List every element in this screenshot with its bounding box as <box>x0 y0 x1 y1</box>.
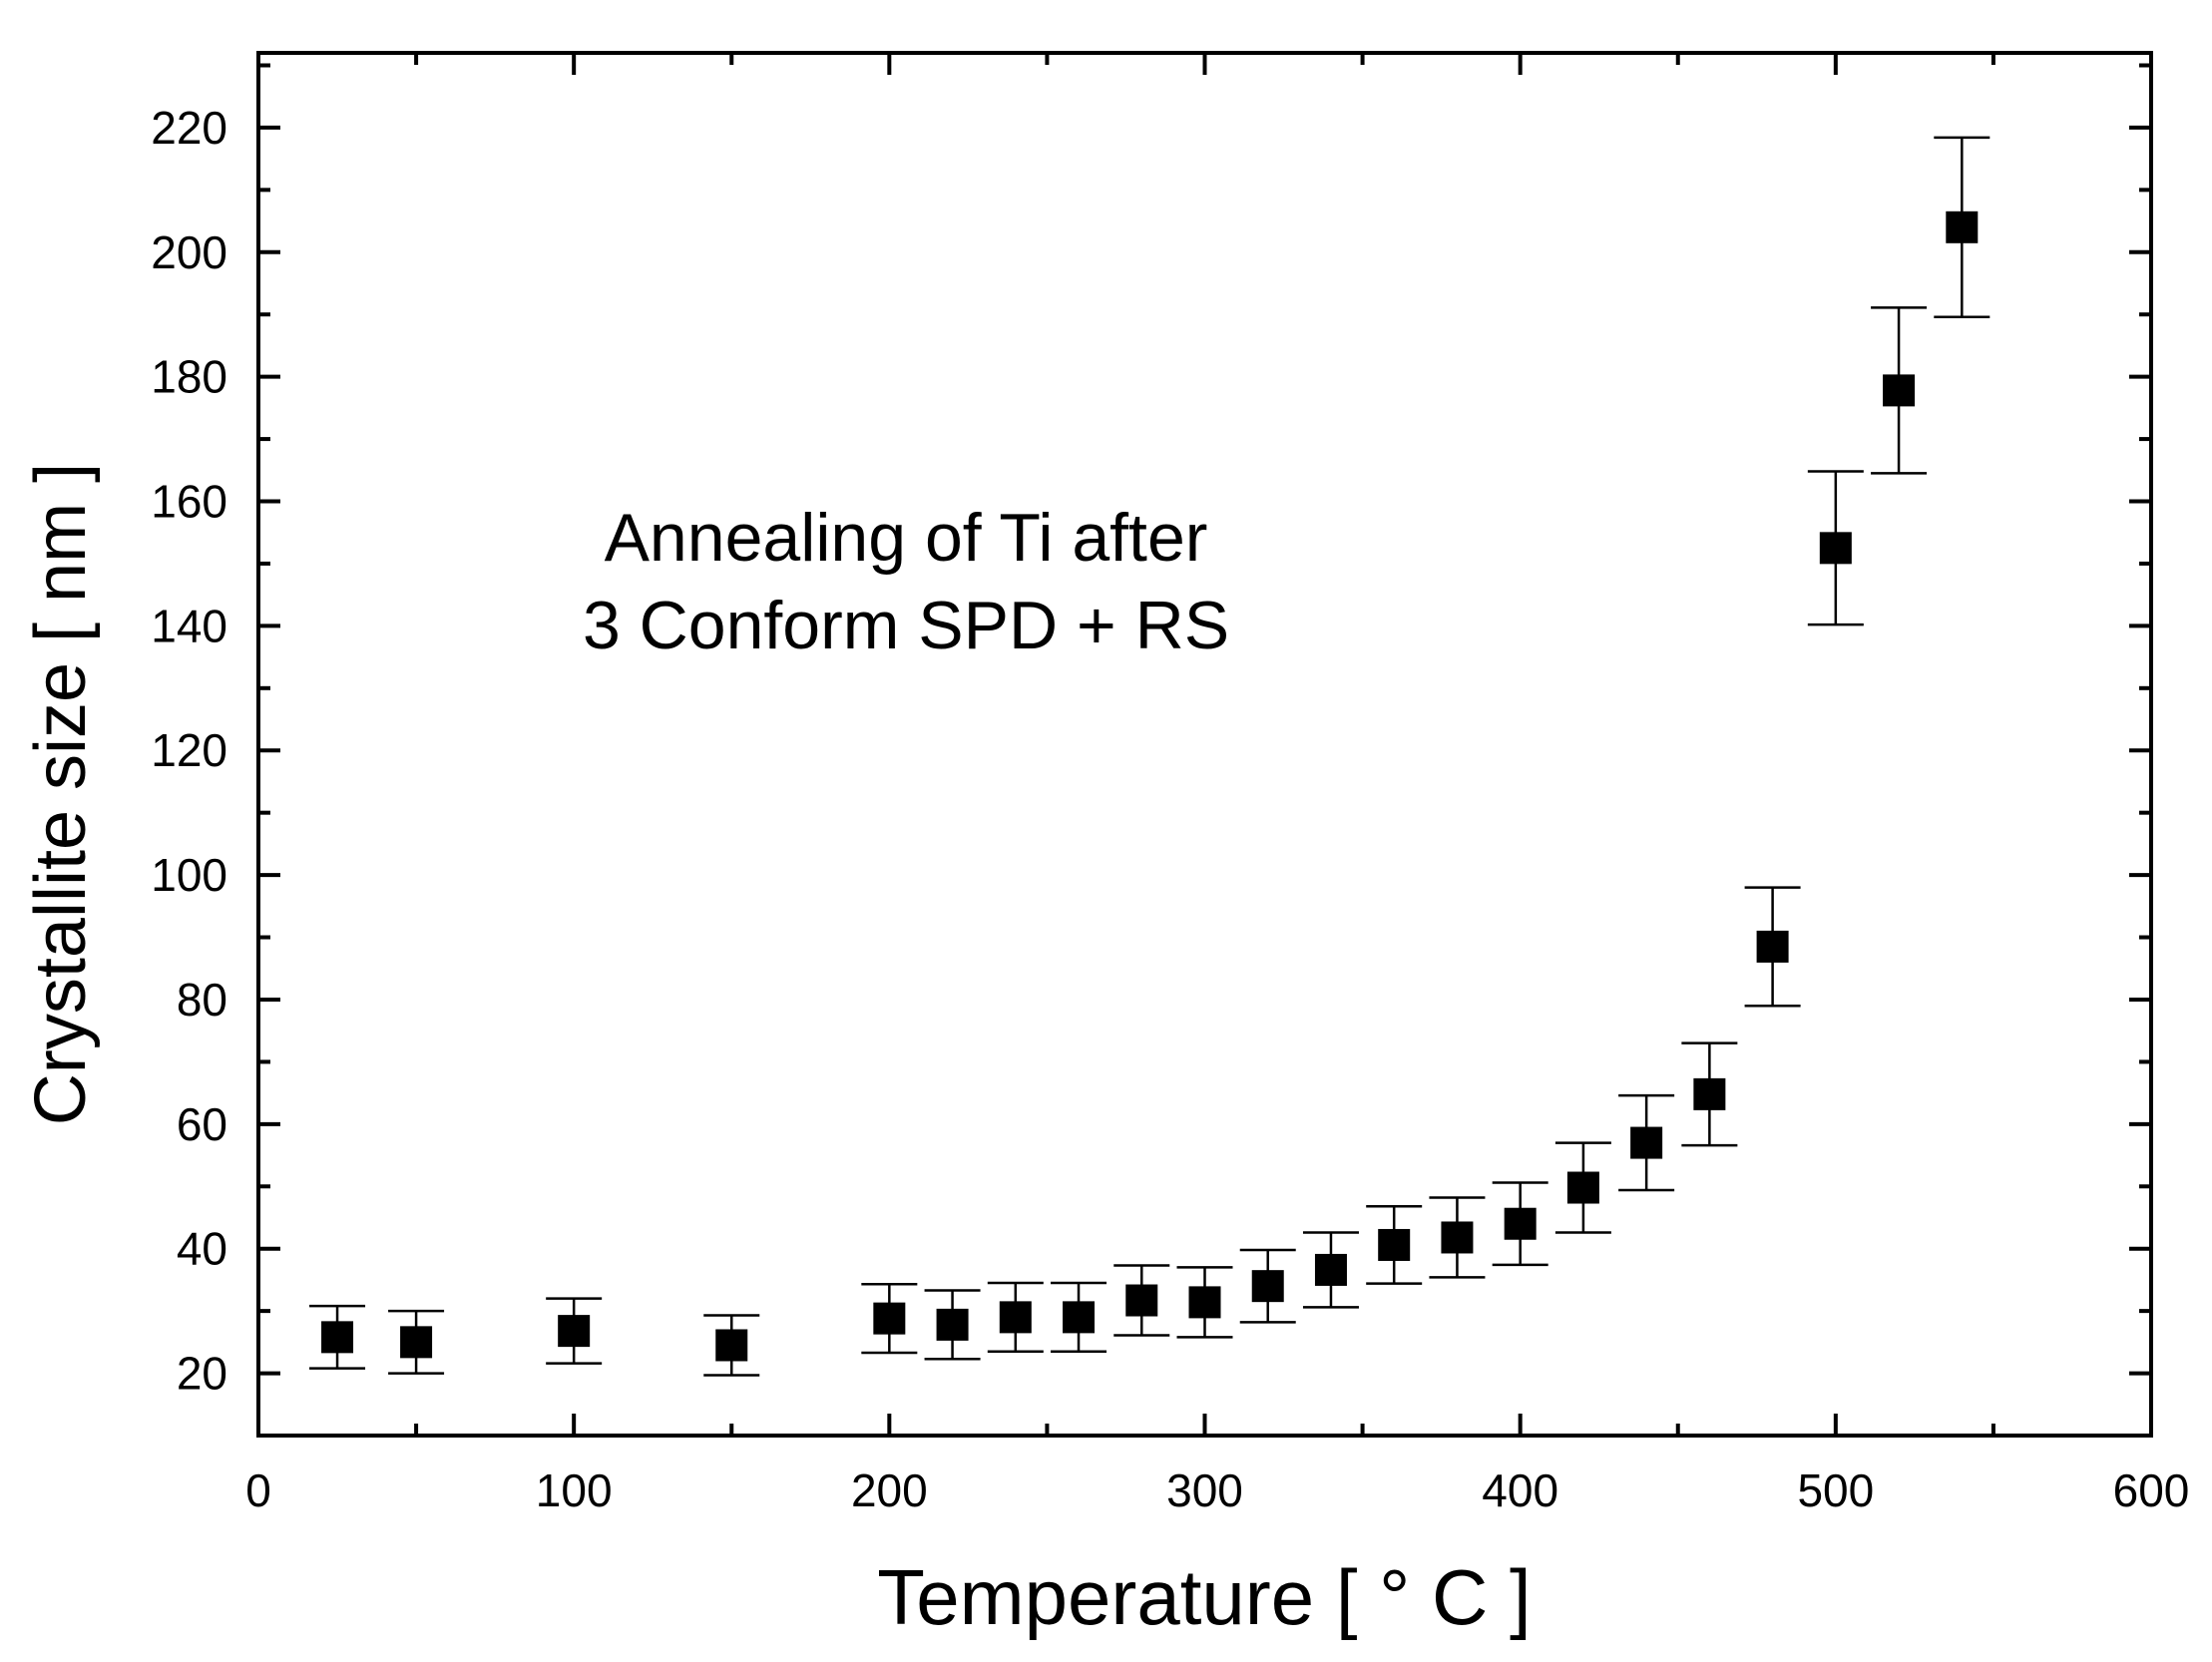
square-marker <box>1946 210 1979 243</box>
x-tick-label: 0 <box>245 1464 271 1516</box>
data-series <box>309 136 1991 1377</box>
data-point <box>861 1283 918 1355</box>
y-tick-label: 120 <box>151 724 227 776</box>
square-marker <box>1504 1207 1537 1240</box>
x-tick-label: 400 <box>1482 1464 1558 1516</box>
y-tick-label: 200 <box>151 226 227 278</box>
x-axis-tick-labels: 0 100 200 300 400 500 600 <box>245 1464 2189 1516</box>
square-marker <box>1441 1221 1474 1254</box>
plot-frame <box>256 51 2153 1438</box>
x-tick-label: 300 <box>1166 1464 1243 1516</box>
square-marker <box>1756 930 1789 963</box>
y-axis-label: Crystallite size [ nm ] <box>21 463 101 1125</box>
data-point <box>1429 1196 1486 1279</box>
y-axis-tick-labels: 20 40 60 80 100 120 140 160 180 200 220 <box>151 102 227 1400</box>
data-point <box>1934 136 1991 318</box>
square-marker <box>873 1302 906 1335</box>
annotation-line-2: 3 Conform SPD + RS <box>583 588 1229 663</box>
y-tick-label: 100 <box>151 849 227 901</box>
square-marker <box>1566 1171 1599 1204</box>
data-point <box>1239 1248 1296 1324</box>
y-axis-ticks <box>258 63 2151 1438</box>
square-marker <box>1188 1286 1221 1319</box>
data-point <box>1113 1264 1170 1337</box>
square-marker <box>1819 532 1852 565</box>
square-marker <box>1251 1270 1284 1303</box>
y-tick-label: 60 <box>177 1098 227 1150</box>
square-marker <box>1314 1253 1347 1286</box>
data-point <box>546 1297 603 1365</box>
data-point <box>1744 886 1801 1008</box>
square-marker <box>321 1321 354 1354</box>
data-point <box>388 1309 445 1375</box>
data-point <box>1051 1281 1107 1353</box>
y-tick-label: 180 <box>151 351 227 403</box>
data-point <box>1302 1231 1359 1309</box>
data-point <box>924 1289 981 1361</box>
square-marker <box>400 1326 433 1359</box>
x-tick-label: 600 <box>2113 1464 2190 1516</box>
square-marker <box>1693 1077 1726 1110</box>
square-marker <box>1125 1284 1158 1317</box>
y-tick-label: 80 <box>177 974 227 1026</box>
data-point <box>1492 1181 1548 1267</box>
square-marker <box>999 1301 1032 1334</box>
data-point <box>1554 1141 1611 1234</box>
data-point <box>1366 1204 1423 1285</box>
data-point <box>1618 1093 1675 1192</box>
data-point <box>309 1304 366 1370</box>
x-tick-label: 200 <box>851 1464 928 1516</box>
data-point <box>1807 470 1864 626</box>
y-tick-label: 20 <box>177 1348 227 1400</box>
square-marker <box>936 1308 969 1341</box>
data-point <box>987 1281 1044 1353</box>
square-marker <box>1630 1126 1663 1159</box>
x-axis-ticks <box>256 53 2153 1436</box>
square-marker <box>1063 1301 1096 1334</box>
square-marker <box>715 1329 748 1362</box>
data-point <box>703 1314 760 1377</box>
y-tick-label: 40 <box>177 1223 227 1275</box>
y-tick-label: 160 <box>151 476 227 528</box>
data-point <box>1871 306 1928 475</box>
x-axis-label: Temperature [ ° C ] <box>877 1553 1531 1641</box>
square-marker <box>1378 1228 1411 1261</box>
data-point <box>1176 1266 1233 1339</box>
square-marker <box>558 1315 591 1348</box>
x-tick-label: 100 <box>536 1464 613 1516</box>
y-tick-label: 140 <box>151 600 227 651</box>
y-tick-label: 220 <box>151 102 227 154</box>
annotation-line-1: Annealing of Ti after <box>605 500 1208 576</box>
data-point <box>1681 1041 1738 1147</box>
x-tick-label: 500 <box>1797 1464 1874 1516</box>
square-marker <box>1883 374 1916 407</box>
